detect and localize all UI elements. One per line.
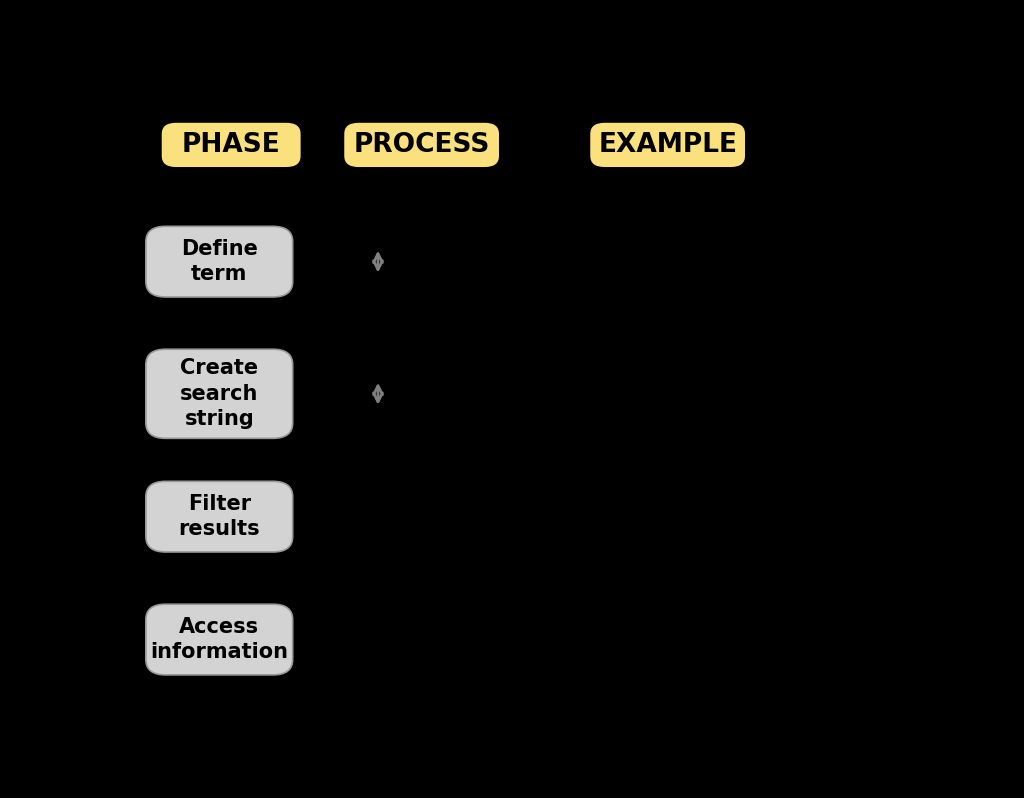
- FancyBboxPatch shape: [145, 604, 293, 675]
- Text: Define
term: Define term: [181, 239, 258, 284]
- Text: PHASE: PHASE: [182, 132, 281, 158]
- FancyBboxPatch shape: [590, 123, 745, 167]
- FancyBboxPatch shape: [162, 123, 301, 167]
- FancyBboxPatch shape: [344, 123, 499, 167]
- Text: Access
information: Access information: [151, 617, 289, 662]
- FancyBboxPatch shape: [145, 481, 293, 552]
- FancyBboxPatch shape: [145, 227, 293, 297]
- Text: Create
search
string: Create search string: [180, 358, 258, 429]
- Text: PROCESS: PROCESS: [353, 132, 489, 158]
- Text: Filter
results: Filter results: [178, 494, 260, 539]
- FancyBboxPatch shape: [145, 350, 293, 438]
- Text: EXAMPLE: EXAMPLE: [598, 132, 737, 158]
